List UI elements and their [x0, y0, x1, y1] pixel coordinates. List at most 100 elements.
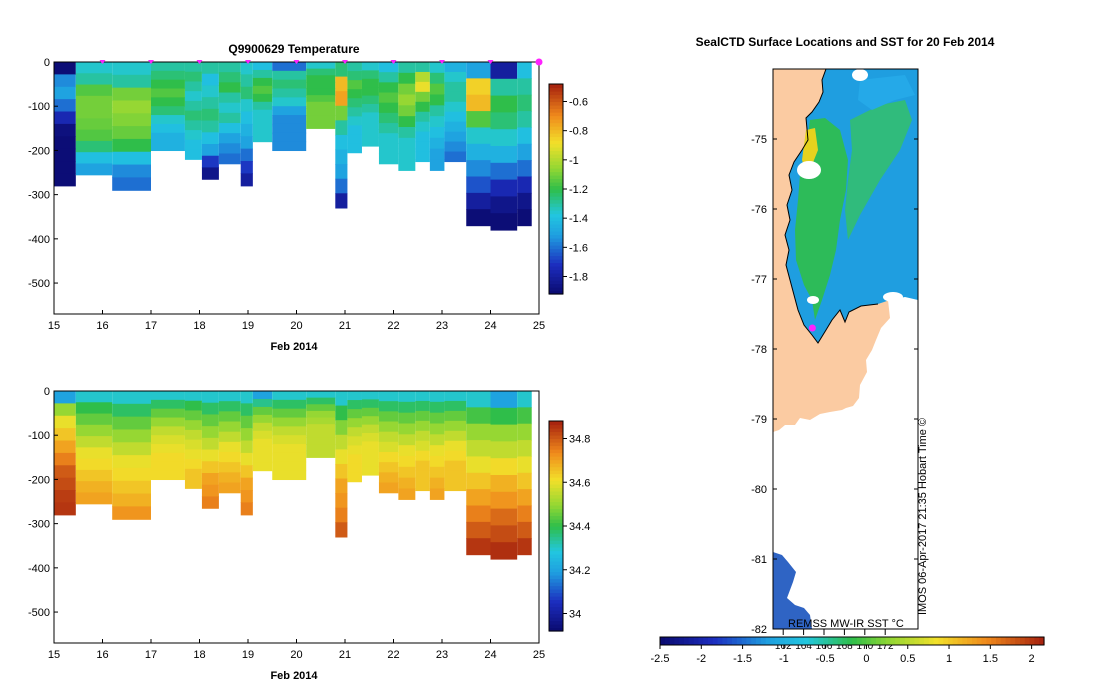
profile-cell	[112, 506, 151, 520]
profile-cell	[201, 461, 219, 474]
colorbar-segment	[549, 255, 563, 260]
colorbar-segment	[549, 512, 563, 517]
sst-yellow-patch	[802, 128, 818, 172]
profile-cell	[398, 423, 416, 435]
profile-cell	[466, 391, 491, 408]
profile-cell	[335, 76, 348, 92]
colorbar-segment	[549, 129, 563, 134]
colorbar-segment	[919, 637, 925, 645]
colorbar-segment	[909, 637, 915, 645]
profile-cell	[398, 159, 416, 171]
profile-cell	[444, 111, 467, 123]
colorbar-segment	[852, 637, 858, 645]
profile-cell	[361, 104, 379, 113]
colorbar-segment	[669, 637, 675, 645]
colorbar-segment	[549, 624, 563, 629]
profile-cell	[517, 505, 532, 523]
profile-cell	[112, 126, 151, 140]
profile-cell	[306, 121, 336, 129]
profile-cell	[201, 85, 219, 98]
colorbar-segment	[981, 637, 987, 645]
profile-cell	[398, 391, 416, 403]
profile-cell	[378, 411, 399, 423]
colorbar-segment	[549, 466, 563, 471]
profile-cell	[466, 160, 491, 178]
profile-cell	[490, 491, 518, 510]
profile-cell	[361, 78, 379, 88]
profile-cell	[240, 391, 253, 404]
profile-cell	[54, 428, 76, 442]
profile-cell	[517, 127, 532, 145]
colorbar-segment	[967, 637, 973, 645]
profile-cell	[75, 469, 113, 482]
profile-cell	[415, 151, 430, 163]
colorbar-segment	[804, 637, 810, 645]
colorbar-segment	[549, 182, 563, 187]
profile-cell	[490, 196, 518, 214]
profile-cell	[112, 138, 151, 153]
profile-cell	[272, 123, 307, 134]
profile-cell	[184, 62, 202, 73]
colorbar-segment	[823, 637, 829, 645]
profile-cell	[218, 401, 241, 412]
map-title: SealCTD Surface Locations and SST for 20…	[696, 35, 995, 49]
profile-cell	[398, 94, 416, 106]
profile-cell	[378, 472, 399, 484]
profile-cell	[240, 428, 253, 442]
profile-cell	[252, 398, 273, 408]
profile-cell	[347, 454, 362, 465]
salinity-heatmap	[54, 391, 532, 560]
profile-cell	[517, 62, 532, 79]
profile-cell	[361, 112, 379, 122]
lon-tick-label: 172	[877, 641, 894, 652]
profile-cell	[184, 149, 202, 160]
profile-cell	[218, 123, 241, 134]
colorbar-segment	[712, 637, 719, 645]
colorbar-segment	[549, 259, 563, 264]
colorbar-frame	[659, 636, 1045, 646]
profile-cell	[306, 62, 336, 70]
colorbar-segment	[549, 487, 563, 492]
lat-tick-label: -76	[751, 204, 767, 216]
profile-cell	[306, 101, 336, 110]
profile-cell	[490, 407, 518, 426]
profile-cell	[272, 141, 307, 152]
profile-cell	[252, 446, 273, 456]
profile-cell	[517, 78, 532, 96]
profile-cell	[272, 452, 307, 463]
profile-cell	[517, 94, 532, 112]
colorbar-segment	[549, 203, 563, 208]
profile-cell	[184, 429, 202, 441]
profile-cell	[335, 134, 348, 151]
profile-cell	[490, 525, 518, 543]
colorbar-segment	[880, 637, 887, 645]
profile-cell	[54, 477, 76, 491]
profile-cell	[184, 81, 202, 92]
colorbar-segment	[549, 108, 563, 113]
profile-cell	[240, 148, 253, 162]
profile-cell	[347, 427, 362, 437]
profile-cell	[218, 153, 241, 165]
colorbar-segment	[1005, 637, 1011, 645]
coastline	[784, 69, 879, 344]
colorbar-segment	[938, 637, 944, 645]
x-tick-label: 25	[533, 320, 545, 332]
x-tick-label: 25	[533, 649, 545, 661]
profile-cell	[54, 440, 76, 454]
colorbar-segment	[972, 637, 978, 645]
colorbar-segment	[900, 637, 906, 645]
profile-cell	[335, 478, 348, 494]
x-tick-label: 22	[387, 649, 399, 661]
profile-cell	[201, 155, 219, 169]
profile-cell	[398, 445, 416, 457]
colorbar-segment	[549, 550, 563, 555]
colorbar-segment	[674, 637, 680, 645]
profile-cell	[184, 130, 202, 141]
profile-cell	[151, 97, 185, 107]
colorbar-segment	[876, 637, 882, 645]
surface-marker	[293, 60, 300, 64]
profile-cell	[444, 480, 467, 492]
colorbar-segment	[549, 596, 563, 601]
profile-cell	[112, 74, 151, 89]
